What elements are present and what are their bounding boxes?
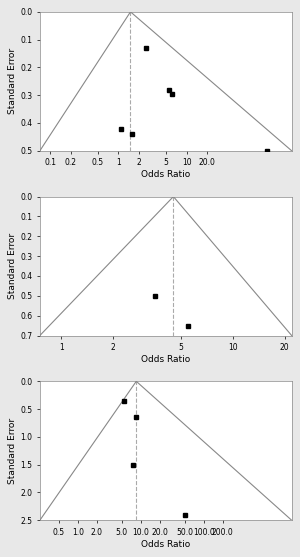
X-axis label: Odds Ratio: Odds Ratio (141, 170, 190, 179)
X-axis label: Odds Ratio: Odds Ratio (141, 355, 190, 364)
Y-axis label: Standard Error: Standard Error (8, 418, 17, 484)
Y-axis label: Standard Error: Standard Error (8, 48, 17, 114)
Y-axis label: Standard Error: Standard Error (8, 233, 17, 299)
X-axis label: Odds Ratio: Odds Ratio (141, 540, 190, 549)
